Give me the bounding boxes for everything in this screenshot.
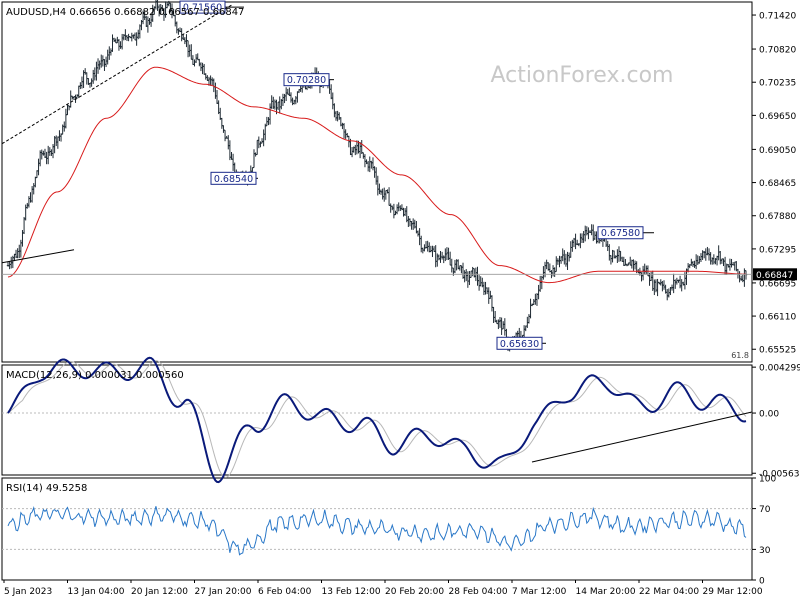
price-tick-label: 0.71420 [759,12,796,22]
rsi-tick-label: 30 [759,546,771,556]
price-level-label: 0.71560 [179,0,244,14]
price-level-box [496,336,543,350]
price-tick-label: 0.65525 [759,346,796,356]
x-tick-label: 13 Feb 12:00 [322,587,381,597]
price-tick-label: 0.70235 [759,79,796,89]
x-tick-label: 27 Jan 20:00 [195,587,252,597]
macd-label: MACD(12,26,9) 0.000031 0.000560 [6,370,184,381]
price-tick-label: 0.68465 [759,179,796,189]
ohlc-bars [6,0,748,352]
price-level-box [283,73,330,87]
price-tick-label: 0.69650 [759,112,796,122]
price-level-label: 0.68540 [210,171,258,185]
price-level-value: 0.70280 [287,75,326,86]
price-level-value: 0.68540 [214,174,253,185]
price-tick-label: 0.66695 [759,279,796,289]
moving-average-line [7,66,747,284]
rsi-frame [1,477,753,581]
macd-panel [2,356,753,484]
price-level-value: 0.67580 [601,228,640,239]
rsi-line [7,505,747,556]
rsi-panel [2,505,752,556]
x-tick-label: 20 Jan 12:00 [131,587,188,597]
price-tick-label: 0.70820 [759,46,796,56]
rsi-tick-label: 100 [759,475,776,485]
fib-label: 61.8 [731,351,749,360]
symbol-info: AUDUSD,H4 0.66656 0.66882 0.66567 0.6684… [6,7,244,18]
x-tick-label: 5 Jan 2023 [4,587,52,597]
x-tick-label: 6 Feb 04:00 [258,587,312,597]
price-level-label: 0.67580 [597,226,654,240]
rsi-label: RSI(14) 49.5258 [6,483,87,494]
current-price-label: 0.66847 [756,271,793,281]
x-tick-label: 7 Mar 12:00 [512,587,567,597]
price-level-value: 0.65630 [500,339,539,350]
price-level-box [597,226,644,240]
x-tick-label: 28 Feb 04:00 [449,587,508,597]
price-tick-label: 0.67295 [759,245,796,255]
x-tick-label: 29 Mar 12:00 [703,587,763,597]
macd-trend-line [531,411,753,463]
watermark: ActionForex.com [491,63,674,88]
macd-tick-label: 0.00 [759,410,779,420]
macd-line [7,356,747,484]
macd-frame [1,364,753,476]
lower-channel-line [1,249,75,264]
price-panel: 0.71560 0.70280 0.68540 0.67580 0.65630 61.8 [1,0,752,360]
upper-channel-line [1,4,233,145]
panel-frames [1,1,753,581]
rsi-tick-label: 70 [759,505,771,515]
price-frame [1,1,753,363]
x-tick-label: 14 Mar 20:00 [576,587,636,597]
current-price-box [753,268,797,281]
x-tick-label: 20 Feb 20:00 [385,587,444,597]
price-level-label: 0.65630 [496,336,546,350]
x-tick-label: 22 Mar 04:00 [639,587,699,597]
price-level-box [179,0,226,14]
macd-tick-label: -0.005636 [759,470,800,480]
macd-tick-label: 0.004299 [759,364,800,374]
price-level-box [210,171,257,185]
x-tick-label: 13 Jan 04:00 [68,587,125,597]
price-tick-label: 0.66110 [759,313,796,323]
price-tick-label: 0.69050 [759,146,796,156]
price-level-value: 0.71560 [183,3,222,14]
price-tick-label: 0.67880 [759,212,796,222]
axes: 0.71420 0.70820 0.70235 0.69650 0.69050 0.684… [3,12,800,597]
price-level-label: 0.70280 [283,73,334,87]
rsi-tick-label: 0 [759,577,765,587]
